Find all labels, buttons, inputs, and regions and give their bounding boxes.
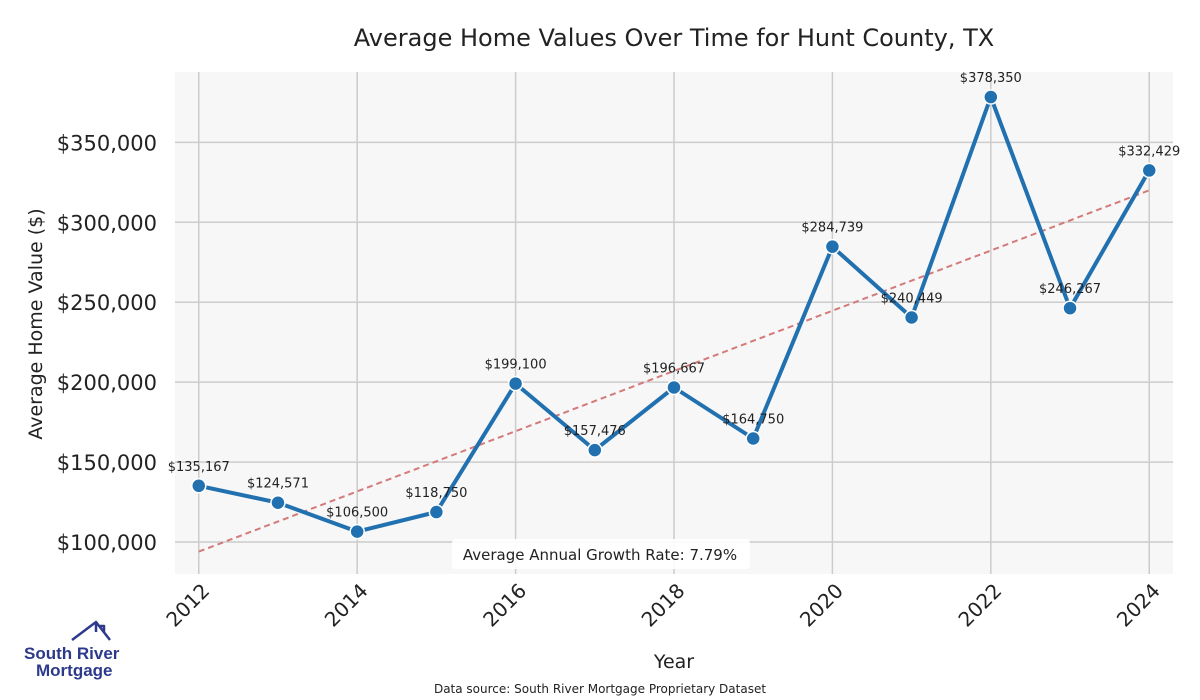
x-tick-label: 2014 <box>320 579 373 632</box>
data-point <box>428 504 445 520</box>
data-label: $332,429 <box>1118 144 1180 159</box>
y-axis-label: Average Home Value ($) <box>25 208 47 439</box>
y-tick-label: $250,000 <box>57 291 157 315</box>
data-label: $135,167 <box>168 460 230 475</box>
x-tick-label: 2012 <box>161 579 214 632</box>
data-point <box>587 442 603 458</box>
y-tick-label: $200,000 <box>57 371 157 395</box>
annotation-text: Average Annual Growth Rate: 7.79% <box>463 546 737 564</box>
x-axis-ticks: 2012 2014 2016 2018 2020 2022 2024 <box>161 579 1164 632</box>
data-label: $196,667 <box>643 361 705 376</box>
data-label: $240,449 <box>881 291 943 306</box>
data-label: $284,739 <box>801 221 863 236</box>
data-point <box>1062 300 1078 316</box>
data-point <box>983 89 999 105</box>
data-point <box>191 478 207 494</box>
source-note: Data source: South River Mortgage Propri… <box>434 682 766 696</box>
data-point <box>349 523 365 540</box>
data-points <box>191 89 1157 540</box>
data-point <box>1141 162 1157 179</box>
annotation-box <box>452 539 750 569</box>
logo: South River Mortgage <box>24 620 120 680</box>
data-label: $124,571 <box>247 477 309 492</box>
y-axis-ticks: $100,000 $150,000 $200,000 $250,000 $300,000… <box>57 131 157 555</box>
chart-title: Average Home Values Over Time for Hunt C… <box>354 24 994 52</box>
data-labels: $135,167 $124,571 $106,500 $118,750 $199,100… <box>168 71 1181 521</box>
data-label: $118,750 <box>405 486 467 501</box>
y-tick-label: $300,000 <box>57 211 157 235</box>
data-point <box>745 430 761 447</box>
data-label: $164,750 <box>722 413 784 428</box>
data-point <box>824 238 841 255</box>
data-label: $106,500 <box>326 506 388 521</box>
x-axis-label: Year <box>653 651 694 673</box>
growth-annotation: Average Annual Growth Rate: 7.79% <box>452 539 750 569</box>
x-tick-label: 2024 <box>1112 579 1165 632</box>
data-label: $157,476 <box>564 424 626 439</box>
data-point <box>270 494 286 511</box>
x-tick-label: 2020 <box>795 579 848 632</box>
y-tick-label: $100,000 <box>57 531 157 555</box>
y-tick-label: $350,000 <box>57 131 157 155</box>
y-tick-label: $150,000 <box>57 451 157 475</box>
x-tick-label: 2018 <box>637 579 690 632</box>
house-roof-icon <box>71 620 111 641</box>
data-point <box>666 379 682 396</box>
logo-line2: Mortgage <box>36 661 113 680</box>
data-label: $378,350 <box>960 71 1022 86</box>
data-label: $199,100 <box>485 358 547 373</box>
x-tick-label: 2016 <box>478 579 531 632</box>
data-point <box>903 309 920 326</box>
x-tick-label: 2022 <box>953 579 1006 632</box>
data-label: $246,267 <box>1039 282 1101 297</box>
data-point <box>507 375 524 392</box>
logo-line1: South River <box>24 644 120 663</box>
